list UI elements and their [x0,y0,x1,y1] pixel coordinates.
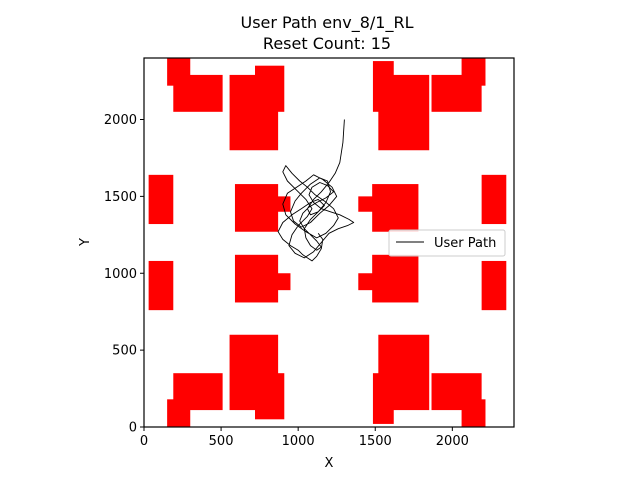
y-axis: 0 500 1000 1500 2000 [104,113,144,436]
obstacle-block [481,174,507,225]
obstacle-block [461,399,486,427]
y-tick-label: 0 [129,421,137,436]
y-tick-label: 1000 [104,267,137,282]
obstacle-block [267,196,291,212]
obstacle-block [378,334,430,411]
y-tick-label: 1500 [104,190,137,205]
legend: User Path [388,229,506,257]
x-tick-label: 0 [140,434,148,449]
x-tick-label: 1000 [282,434,315,449]
x-axis: 0 500 1000 1500 2000 [140,427,469,449]
obstacle-block [378,74,430,151]
obstacle-block [148,174,174,225]
obstacle-block [372,254,419,303]
user-path-line [277,119,355,262]
x-axis-label: X [325,456,334,471]
x-tick-label: 500 [209,434,234,449]
legend-box [388,229,506,257]
obstacle-block [372,184,419,232]
obstacle-block [461,58,486,86]
obstacle-layer [148,58,507,427]
chart-subtitle: Reset Count: 15 [263,34,391,53]
x-tick-label: 2000 [436,434,469,449]
obstacle-block [255,373,285,420]
obstacle-block [481,260,507,311]
y-tick-label: 2000 [104,113,137,128]
obstacle-block [255,65,285,112]
obstacle-block [173,373,223,411]
path-layer [277,119,355,262]
obstacle-block [148,260,174,311]
legend-label: User Path [434,236,496,251]
obstacle-block [173,74,223,112]
y-tick-label: 500 [112,344,137,359]
plot-frame [143,57,515,428]
chart-title: User Path env_8/1_RL [240,13,413,33]
obstacle-block [267,273,291,291]
x-tick-label: 1500 [359,434,392,449]
y-axis-label: Y [78,238,93,247]
